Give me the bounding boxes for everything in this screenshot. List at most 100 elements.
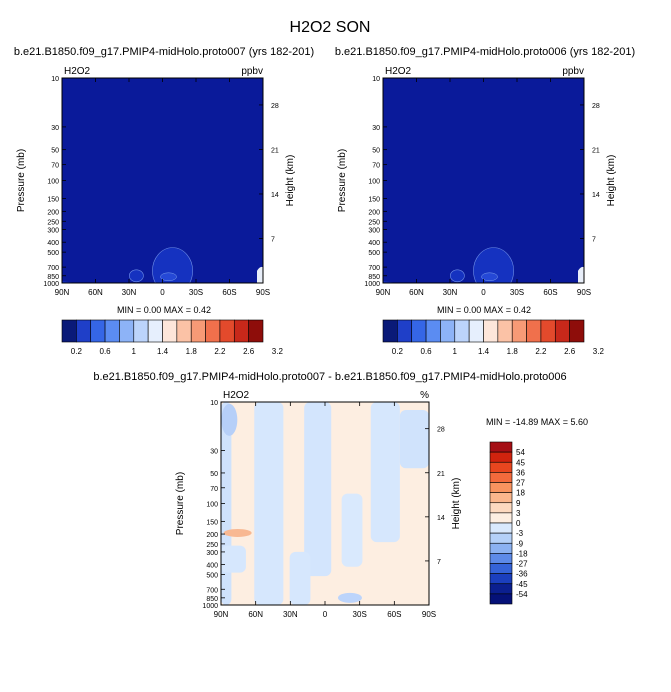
colorbar-label: -36: [516, 570, 528, 579]
colorbar-box: [489, 583, 513, 595]
x-tick-label: 90N: [376, 288, 391, 297]
x-tick-label: 60N: [248, 610, 263, 619]
x-tick-label: 90S: [422, 610, 436, 619]
y-right-tick-label: 21: [592, 147, 600, 154]
x-tick-label: 60S: [543, 288, 557, 297]
colorbar-label: 3: [516, 509, 521, 518]
y-tick-label: 1000: [202, 603, 218, 610]
y-tick-label: 850: [47, 274, 59, 281]
negative-region: [254, 402, 284, 605]
colorbar-box: [489, 472, 513, 483]
colorbar-label: -3: [516, 529, 524, 538]
y-right-tick-label: 28: [437, 427, 445, 434]
colorbar-label: 54: [516, 448, 525, 457]
variable-label: H2O2: [385, 66, 412, 77]
y-tick-label: 100: [47, 179, 59, 186]
y-right-tick-label: 21: [271, 147, 279, 154]
field-background: [62, 78, 263, 283]
negative-region: [221, 545, 246, 573]
y-tick-label: 700: [368, 265, 380, 272]
y-tick-label: 700: [47, 265, 59, 272]
y-tick-label: 70: [210, 486, 218, 493]
colorbar-box: [162, 319, 178, 343]
panel-difference: 90N 60N 30N 0 30S 60S 90S 10 30 50 70 100 150 200 2503…: [175, 390, 462, 619]
colorbar-box: [489, 563, 513, 574]
y-tick-label: 500: [47, 250, 59, 257]
colorbar-label: -54: [516, 590, 528, 599]
colorbar-label: 0.2: [71, 347, 83, 356]
colorbar-box: [104, 319, 120, 343]
colorbar-box: [489, 593, 513, 605]
colorbar-label: -45: [516, 580, 528, 589]
negative-region: [304, 402, 332, 577]
x-tick-label: 60S: [222, 288, 236, 297]
colorbar-label: 2.6: [243, 347, 255, 356]
y-tick-label: 300: [47, 227, 59, 234]
y-tick-label: 50: [372, 148, 380, 155]
variable-label: H2O2: [223, 390, 250, 401]
y-right-tick-label: 14: [271, 192, 279, 199]
y-tick-label: 100: [368, 179, 380, 186]
colorbar: 0.2 0.6 1 1.4 1.8 2.2 2.6 3.2: [61, 319, 283, 356]
colorbar-box: [489, 502, 513, 514]
surface-mask: [257, 266, 263, 283]
min-max-stats: MIN = -14.89 MAX = 5.60: [486, 417, 588, 427]
colorbar-box: [248, 319, 264, 343]
y-tick-label: 850: [206, 596, 218, 603]
colorbar-box: [483, 319, 499, 343]
colorbar-box: [119, 319, 135, 343]
y-tick-label: 200: [206, 532, 218, 539]
colorbar-box: [454, 319, 470, 343]
colorbar-box: [425, 319, 441, 343]
colorbar-box: [233, 319, 249, 343]
x-tick-label: 30S: [189, 288, 203, 297]
y-tick-label: 300: [368, 227, 380, 234]
colorbar-box: [489, 441, 513, 453]
y-right-tick-label: 14: [437, 515, 445, 522]
colorbar-box: [489, 461, 513, 473]
colorbar-label: 1: [453, 347, 458, 356]
negative-region: [289, 551, 311, 605]
y-tick-label: 250: [206, 542, 218, 549]
y-tick-label: 50: [210, 471, 218, 478]
colorbar-label: -9: [516, 539, 524, 548]
y-tick-label: 150: [368, 197, 380, 204]
y-tick-label: 30: [51, 125, 59, 132]
min-max-stats: MIN = 0.00 MAX = 0.42: [437, 305, 531, 315]
y-tick-label: 500: [206, 572, 218, 579]
colorbar-label: 3.2: [593, 347, 605, 356]
y-right-tick-label: 21: [437, 471, 445, 478]
colorbar-box: [440, 319, 456, 343]
y-right-tick-label: 7: [592, 236, 596, 243]
y-tick-label: 1000: [43, 281, 59, 288]
field-background: [383, 78, 584, 283]
min-max-stats: MIN = 0.00 MAX = 0.42: [117, 305, 211, 315]
contour-field: [221, 402, 429, 605]
units-label: %: [420, 390, 429, 401]
colorbar-box: [90, 319, 106, 343]
colorbar-label: 36: [516, 468, 525, 477]
colorbar-label: 1: [132, 347, 137, 356]
colorbar-box: [489, 553, 513, 564]
x-tick-label: 60N: [88, 288, 103, 297]
colorbar-label: 1.4: [478, 347, 490, 356]
x-tick-label: 90S: [256, 288, 270, 297]
colorbar-box: [489, 492, 513, 504]
colorbar-box: [526, 319, 542, 343]
units-label: ppbv: [241, 66, 263, 77]
colorbar-label: 2.2: [535, 347, 547, 356]
colorbar-box: [489, 451, 513, 463]
colorbar-box: [468, 319, 484, 343]
colorbar-label: 9: [516, 499, 521, 508]
contour-field: [383, 78, 584, 283]
colorbar-box: [497, 319, 513, 343]
colorbar-box: [205, 319, 221, 343]
x-tick-label: 60S: [387, 610, 401, 619]
y-right-axis-label: Height (km): [451, 478, 462, 530]
colorbar-box: [190, 319, 206, 343]
maximum-contour: [450, 269, 465, 283]
panel-right: 90N 60N 30N 0 30S 60S 90S 10 30 50 70 100 150 200 2503…: [337, 66, 617, 297]
colorbar-label: 2.2: [214, 347, 226, 356]
